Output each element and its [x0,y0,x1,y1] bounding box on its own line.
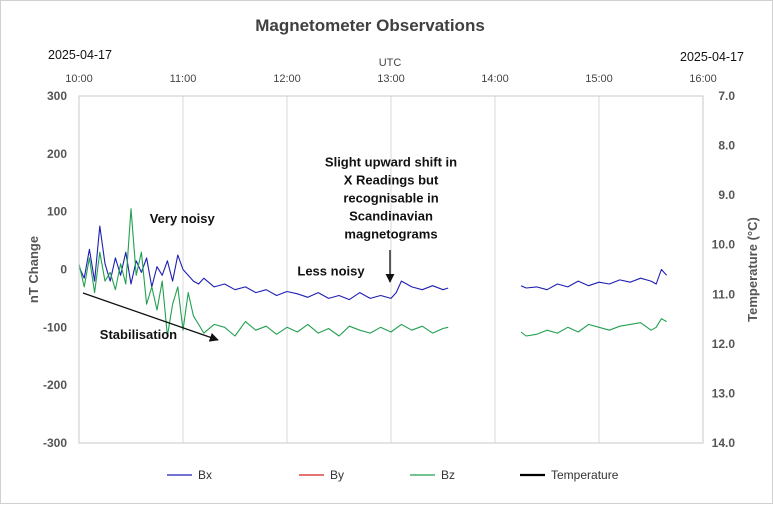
plot-area-border [78,95,704,444]
legend: Bx By Bz Temperature [167,468,619,482]
y-tick-label: 300 [47,89,67,103]
annotation-text: Scandinavian [349,209,433,224]
annotation-text: Slight upward shift in [325,155,457,170]
annotation-text: magnetograms [344,227,437,242]
y2-tick-label: 8.0 [718,139,735,153]
y-axis-title: nT Change [26,236,41,303]
annotation-text: X Readings but [344,173,439,188]
x-tick-label: 12:00 [273,73,301,85]
series-line-bz [520,318,667,337]
y2-tick-label: 9.0 [718,188,735,202]
date-right: 2025-04-17 [680,50,744,64]
annotation-text: Less noisy [297,263,365,278]
x-tick-label: 13:00 [377,73,405,85]
y2-tick-label: 13.0 [712,386,736,400]
legend-label-temperature: Temperature [551,468,619,482]
y-tick-label: 100 [47,205,67,219]
y2-tick-label: 10.0 [712,238,736,252]
y-tick-label: -200 [43,378,67,392]
x-tick-label: 16:00 [689,73,717,85]
y-tick-label: -300 [43,436,67,450]
legend-label-by: By [330,468,344,482]
y2-axis-title: Temperature (°C) [745,217,760,322]
x-tick-label: 10:00 [65,73,93,85]
chart-title: Magnetometer Observations [255,16,485,35]
series-line-bx [78,225,449,301]
axes: 10:00 11:00 12:00 13:00 14:00 15:00 16:00 300 20… [26,73,760,450]
y-tick-label: 0 [60,263,67,277]
stabilisation-arrow [82,292,219,342]
x-tick-label: 14:00 [481,73,509,85]
annotation-text: Very noisy [150,211,216,226]
y-tick-label: -100 [43,320,67,334]
series-lines [78,208,668,337]
y2-tick-label: 12.0 [712,337,736,351]
date-left: 2025-04-17 [48,48,112,62]
annotation-text: recognisable in [343,191,438,206]
legend-label-bz: Bz [441,468,455,482]
series-line-bz [78,208,449,337]
legend-label-bx: Bx [198,468,212,482]
y2-tick-label: 14.0 [712,436,736,450]
top-axis-label: UTC [379,57,402,69]
series-line-bx [520,268,668,291]
y-tick-label: 200 [47,147,67,161]
x-tick-label: 11:00 [170,73,197,85]
x-tick-label: 15:00 [585,73,613,85]
annotations: Very noisy Less noisy Slight upward shift … [82,155,457,342]
y2-tick-label: 11.0 [712,287,735,301]
y2-tick-label: 7.0 [718,89,735,103]
annotation-text: Stabilisation [100,327,177,342]
